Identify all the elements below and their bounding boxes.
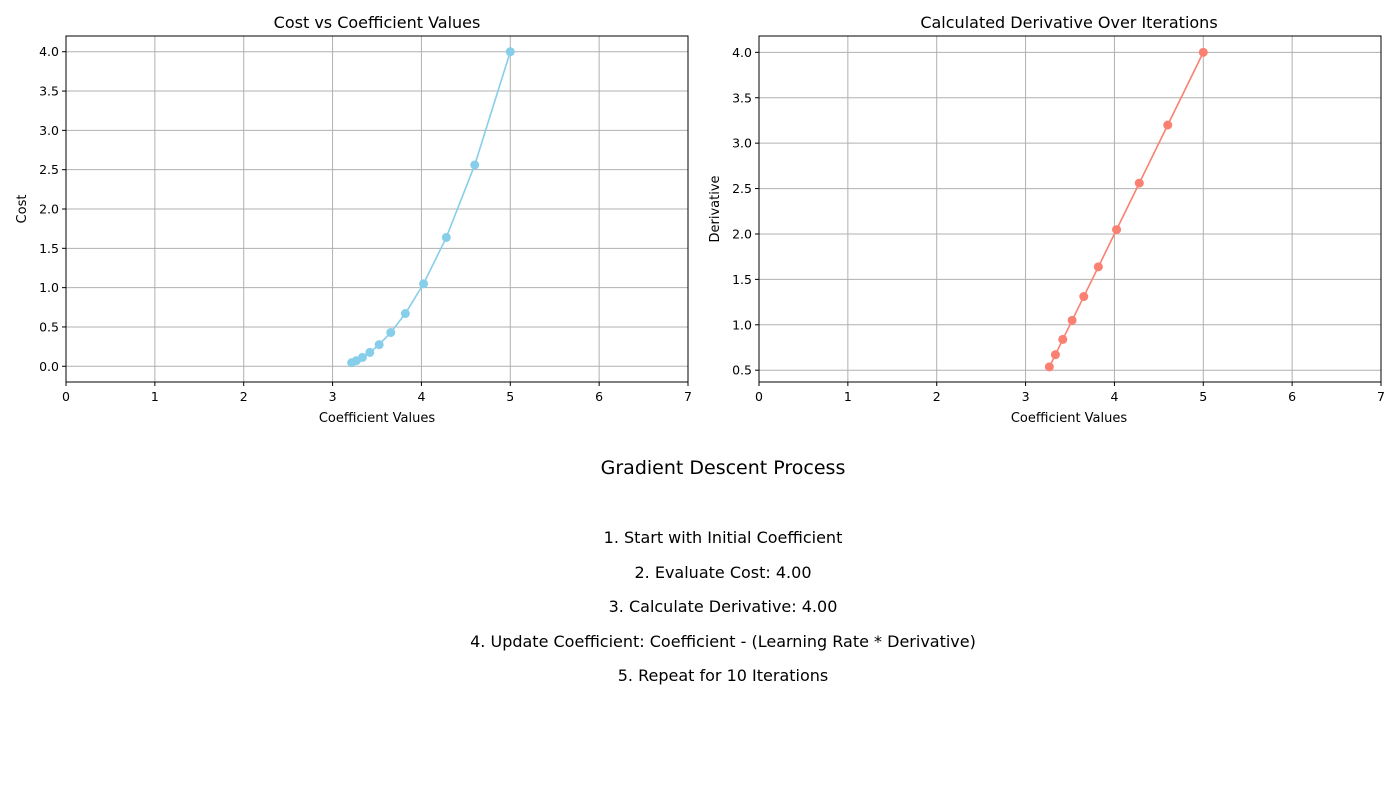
derivative-data-point <box>1058 334 1068 344</box>
derivative-ytick-label: 2.0 <box>732 226 752 241</box>
process-step-3: 3. Calculate Derivative: 4.00 <box>609 597 838 616</box>
cost-ytick-label: 0.0 <box>39 359 59 374</box>
cost-data-point <box>441 232 451 242</box>
derivative-ytick-label: 3.0 <box>732 136 752 151</box>
process-panel: Gradient Descent Process 1. Start with I… <box>470 457 976 685</box>
derivative-xtick-label: 2 <box>933 389 941 404</box>
derivative-xtick-label: 7 <box>1377 389 1385 404</box>
cost-xtick-label: 6 <box>595 389 603 404</box>
derivative-data-point <box>1050 350 1060 360</box>
derivative-data-point <box>1112 225 1122 235</box>
cost-chart-xlabel: Coefficient Values <box>319 411 436 426</box>
derivative-ytick-label: 4.0 <box>732 45 752 60</box>
derivative-xtick-label: 5 <box>1199 389 1207 404</box>
cost-xtick-label: 4 <box>417 389 425 404</box>
cost-data-point <box>347 358 357 368</box>
derivative-grid <box>758 36 1382 382</box>
derivative-chart-title: Calculated Derivative Over Iterations <box>920 13 1217 32</box>
derivative-xtick-label: 4 <box>1110 389 1118 404</box>
process-step-2: 2. Evaluate Cost: 4.00 <box>635 563 812 582</box>
derivative-data-point <box>1198 47 1208 57</box>
cost-data-point <box>400 309 410 319</box>
cost-chart-ylabel: Cost <box>15 195 30 224</box>
derivative-data-point <box>1044 362 1054 372</box>
cost-ytick-label: 4.0 <box>39 44 59 59</box>
cost-data-point <box>386 328 396 338</box>
cost-chart-title: Cost vs Coefficient Values <box>274 13 481 32</box>
derivative-chart-xlabel: Coefficient Values <box>1011 411 1128 426</box>
cost-ytick-label: 1.5 <box>39 241 59 256</box>
derivative-xtick-label: 3 <box>1022 389 1030 404</box>
cost-ytick-label: 3.0 <box>39 123 59 138</box>
derivative-ytick-label: 0.5 <box>732 363 752 378</box>
derivative-xtick-label: 1 <box>844 389 852 404</box>
process-step-4: 4. Update Coefficient: Coefficient - (Le… <box>470 632 976 651</box>
derivative-data-point <box>1067 315 1077 325</box>
derivative-chart-ylabel: Derivative <box>708 175 723 242</box>
derivative-ytick-label: 3.5 <box>732 90 752 105</box>
derivative-xtick-label: 0 <box>755 389 763 404</box>
process-title: Gradient Descent Process <box>601 457 846 479</box>
derivative-ytick-label: 1.0 <box>732 317 752 332</box>
cost-ytick-label: 3.5 <box>39 84 59 99</box>
cost-xtick-label: 2 <box>240 389 248 404</box>
cost-plot-frame <box>65 35 689 383</box>
cost-data-point <box>419 279 429 289</box>
cost-data-point <box>365 347 375 357</box>
derivative-data-point <box>1163 120 1173 130</box>
cost-grid <box>65 36 689 382</box>
cost-data-point <box>505 47 515 57</box>
derivative-series-line <box>1048 51 1205 368</box>
cost-xtick-label: 5 <box>506 389 514 404</box>
process-step-5: 5. Repeat for 10 Iterations <box>618 666 829 685</box>
cost-ytick-label: 0.5 <box>39 319 59 334</box>
cost-data-point <box>470 160 480 170</box>
process-step-1: 1. Start with Initial Coefficient <box>604 528 843 547</box>
cost-xtick-label: 7 <box>684 389 692 404</box>
derivative-ytick-label: 1.5 <box>732 272 752 287</box>
derivative-data-point <box>1093 262 1103 272</box>
derivative-data-point <box>1079 292 1089 302</box>
derivative-ytick-label: 2.5 <box>732 181 752 196</box>
cost-xtick-label: 0 <box>62 389 70 404</box>
cost-xtick-label: 3 <box>329 389 337 404</box>
cost-ytick-label: 2.5 <box>39 162 59 177</box>
cost-data-point <box>374 340 384 350</box>
cost-series-line <box>351 51 512 364</box>
derivative-plot-frame <box>758 35 1382 383</box>
cost-chart: Cost vs Coefficient Values Coefficient V… <box>15 13 692 426</box>
cost-xtick-label: 1 <box>151 389 159 404</box>
cost-ytick-label: 2.0 <box>39 202 59 217</box>
derivative-chart: Calculated Derivative Over Iterations Co… <box>708 13 1385 426</box>
derivative-xtick-label: 6 <box>1288 389 1296 404</box>
cost-ytick-label: 1.0 <box>39 280 59 295</box>
derivative-data-point <box>1134 178 1144 188</box>
